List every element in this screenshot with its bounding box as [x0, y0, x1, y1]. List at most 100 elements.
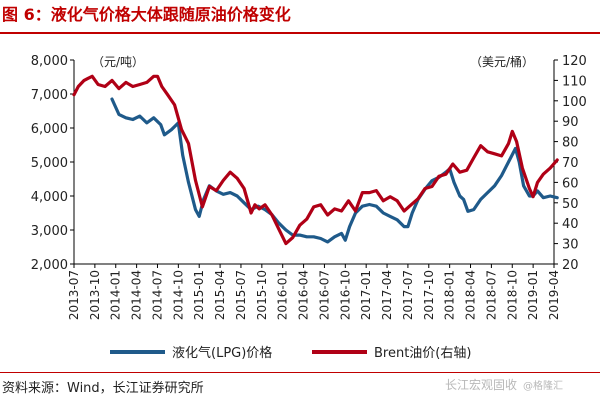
- lpg-data-point: [124, 116, 128, 120]
- brent-data-point: [229, 171, 232, 174]
- x-tick-label: 2014-04: [130, 270, 144, 320]
- left-tick-label: 6,000: [31, 122, 68, 137]
- brent-data-point: [479, 144, 482, 147]
- lpg-data-point: [319, 237, 322, 240]
- brent-data-point: [160, 85, 163, 88]
- lpg-data-point: [229, 191, 232, 194]
- brent-data-point: [361, 191, 364, 194]
- series-layer: [72, 74, 559, 246]
- lpg-data-point: [222, 193, 225, 196]
- right-tick-label: 50: [562, 197, 579, 212]
- lpg-data-point: [514, 147, 517, 150]
- brent-data-point: [528, 187, 531, 190]
- brent-data-point: [326, 213, 329, 217]
- lpg-data-point: [556, 196, 559, 199]
- brent-data-point: [138, 83, 141, 86]
- brent-data-point: [305, 217, 308, 221]
- legend-lpg-label: 液化气(LPG)价格: [172, 345, 272, 361]
- left-tick-label: 3,000: [31, 224, 68, 239]
- lpg-data-point: [242, 201, 246, 204]
- title-divider: [0, 32, 600, 34]
- lpg-data-point: [411, 211, 414, 215]
- lpg-data-point: [396, 218, 399, 221]
- brent-data-point: [166, 93, 169, 96]
- x-tick-label: 2016-04: [297, 270, 311, 320]
- brent-data-point: [236, 177, 239, 180]
- lpg-data-point: [344, 239, 347, 242]
- x-tick-label: 2016-01: [276, 270, 290, 320]
- brent-data-point: [86, 77, 90, 80]
- brent-data-point: [354, 209, 357, 213]
- brent-data-point: [531, 195, 535, 198]
- lpg-data-point: [298, 233, 301, 237]
- brent-data-point: [156, 75, 159, 78]
- brent-data-point: [82, 79, 86, 82]
- brent-data-point: [124, 81, 128, 84]
- right-tick-label: 120: [562, 54, 587, 69]
- right-tick-label: 40: [562, 217, 579, 232]
- right-tick-label: 70: [562, 156, 579, 171]
- brent-data-point: [103, 85, 107, 88]
- brent-data-point: [556, 158, 559, 162]
- brent-data-point: [258, 207, 261, 211]
- lpg-data-point: [187, 181, 190, 184]
- brent-data-point: [423, 187, 427, 190]
- lpg-data-point: [333, 235, 336, 238]
- chart-area: 2,000 3,000 4,000 5,000 6,000 7,000 8,000 20 30 4…: [31, 54, 587, 361]
- lpg-data-point: [466, 210, 470, 213]
- brent-data-point: [458, 171, 461, 174]
- brent-data-point: [117, 87, 121, 90]
- lpg-data-point: [131, 118, 134, 121]
- lpg-data-point: [194, 208, 197, 211]
- brent-data-point: [444, 173, 448, 176]
- lpg-data-point: [145, 121, 148, 125]
- brent-data-point: [319, 203, 322, 206]
- x-tick-label: 2017-01: [359, 270, 373, 320]
- lpg-data-point: [493, 184, 496, 187]
- lpg-data-point: [138, 114, 141, 118]
- brent-data-point: [77, 85, 80, 88]
- right-tick-label: 30: [562, 238, 579, 253]
- axes-layer: 2,000 3,000 4,000 5,000 6,000 7,000 8,000 20 30 4…: [31, 54, 587, 320]
- lpg-data-point: [236, 194, 239, 198]
- lpg-data-point: [549, 194, 552, 198]
- right-tick-label: 90: [562, 115, 579, 130]
- x-tick-label: 2015-07: [234, 270, 248, 320]
- lpg-data-point: [402, 225, 406, 228]
- brent-data-point: [249, 211, 253, 215]
- lpg-data-point: [305, 235, 308, 238]
- brent-data-point: [312, 205, 315, 209]
- brent-data-point: [396, 199, 399, 202]
- brent-data-point: [507, 142, 510, 145]
- left-tick-label: 7,000: [31, 88, 68, 103]
- lpg-data-point: [430, 179, 434, 182]
- brent-data-point: [493, 152, 496, 155]
- x-tick-label: 2015-04: [213, 270, 227, 320]
- lpg-data-point: [382, 211, 385, 215]
- left-tick-label: 2,000: [31, 258, 68, 273]
- left-axis-unit: （元/吨）: [92, 55, 144, 69]
- x-tick-label: 2016-10: [338, 270, 352, 320]
- lpg-data-point: [312, 235, 315, 238]
- lpg-data-point: [361, 205, 364, 208]
- right-tick-label: 80: [562, 136, 579, 151]
- lpg-data-point: [542, 196, 545, 199]
- lpg-data-point: [522, 184, 525, 187]
- lpg-data-point: [528, 194, 531, 198]
- lpg-data-point: [536, 189, 539, 193]
- brent-data-point: [549, 166, 552, 170]
- brent-data-point: [253, 203, 257, 206]
- brent-data-point: [515, 140, 518, 143]
- lpg-data-point: [326, 240, 329, 244]
- brent-data-point: [340, 209, 343, 213]
- brent-data-point: [72, 93, 76, 96]
- lpg-data-point: [472, 208, 475, 211]
- lpg-data-point: [389, 215, 392, 218]
- lpg-data-point: [458, 194, 461, 198]
- lpg-data-point: [181, 154, 184, 157]
- brent-data-point: [333, 207, 336, 211]
- brent-data-point: [96, 83, 100, 86]
- lpg-data-point: [452, 181, 456, 184]
- x-tick-label: 2018-10: [505, 270, 519, 320]
- x-tick-label: 2019-04: [547, 270, 561, 320]
